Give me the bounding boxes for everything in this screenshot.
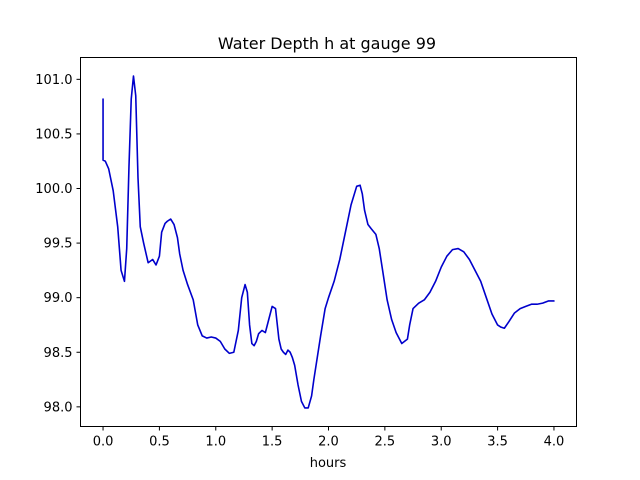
- x-tick-label: 0.5: [149, 435, 170, 450]
- y-tick-label: 101.0: [35, 73, 72, 88]
- y-tick-label: 99.0: [44, 291, 73, 306]
- x-tick-label: 4.0: [544, 435, 565, 450]
- y-tick-label: 100.0: [35, 182, 72, 197]
- x-tick-label: 0.0: [93, 435, 114, 450]
- chart-title: Water Depth h at gauge 99: [218, 34, 436, 53]
- x-axis: 0.0 0.5 1.0 1.5 2.0 2.5 3.0 3.5 4.0: [93, 426, 565, 450]
- x-tick-label: 1.5: [262, 435, 283, 450]
- x-axis-label: hours: [310, 456, 347, 471]
- y-tick-label: 100.5: [35, 127, 72, 142]
- y-tick-label: 99.5: [44, 237, 73, 252]
- x-tick-label: 3.5: [487, 435, 508, 450]
- x-tick-label: 2.0: [318, 435, 339, 450]
- y-tick-label: 98.5: [44, 346, 73, 361]
- x-tick-label: 1.0: [205, 435, 226, 450]
- y-tick-label: 98.0: [44, 400, 73, 415]
- y-axis: 98.0 98.5 99.0 99.5 100.0 100.5 101.0: [35, 73, 81, 415]
- series-line: [102, 75, 555, 409]
- plot-area: [80, 57, 577, 427]
- plot-frame: [80, 57, 577, 427]
- x-tick-label: 3.0: [431, 435, 452, 450]
- x-tick-label: 2.5: [375, 435, 396, 450]
